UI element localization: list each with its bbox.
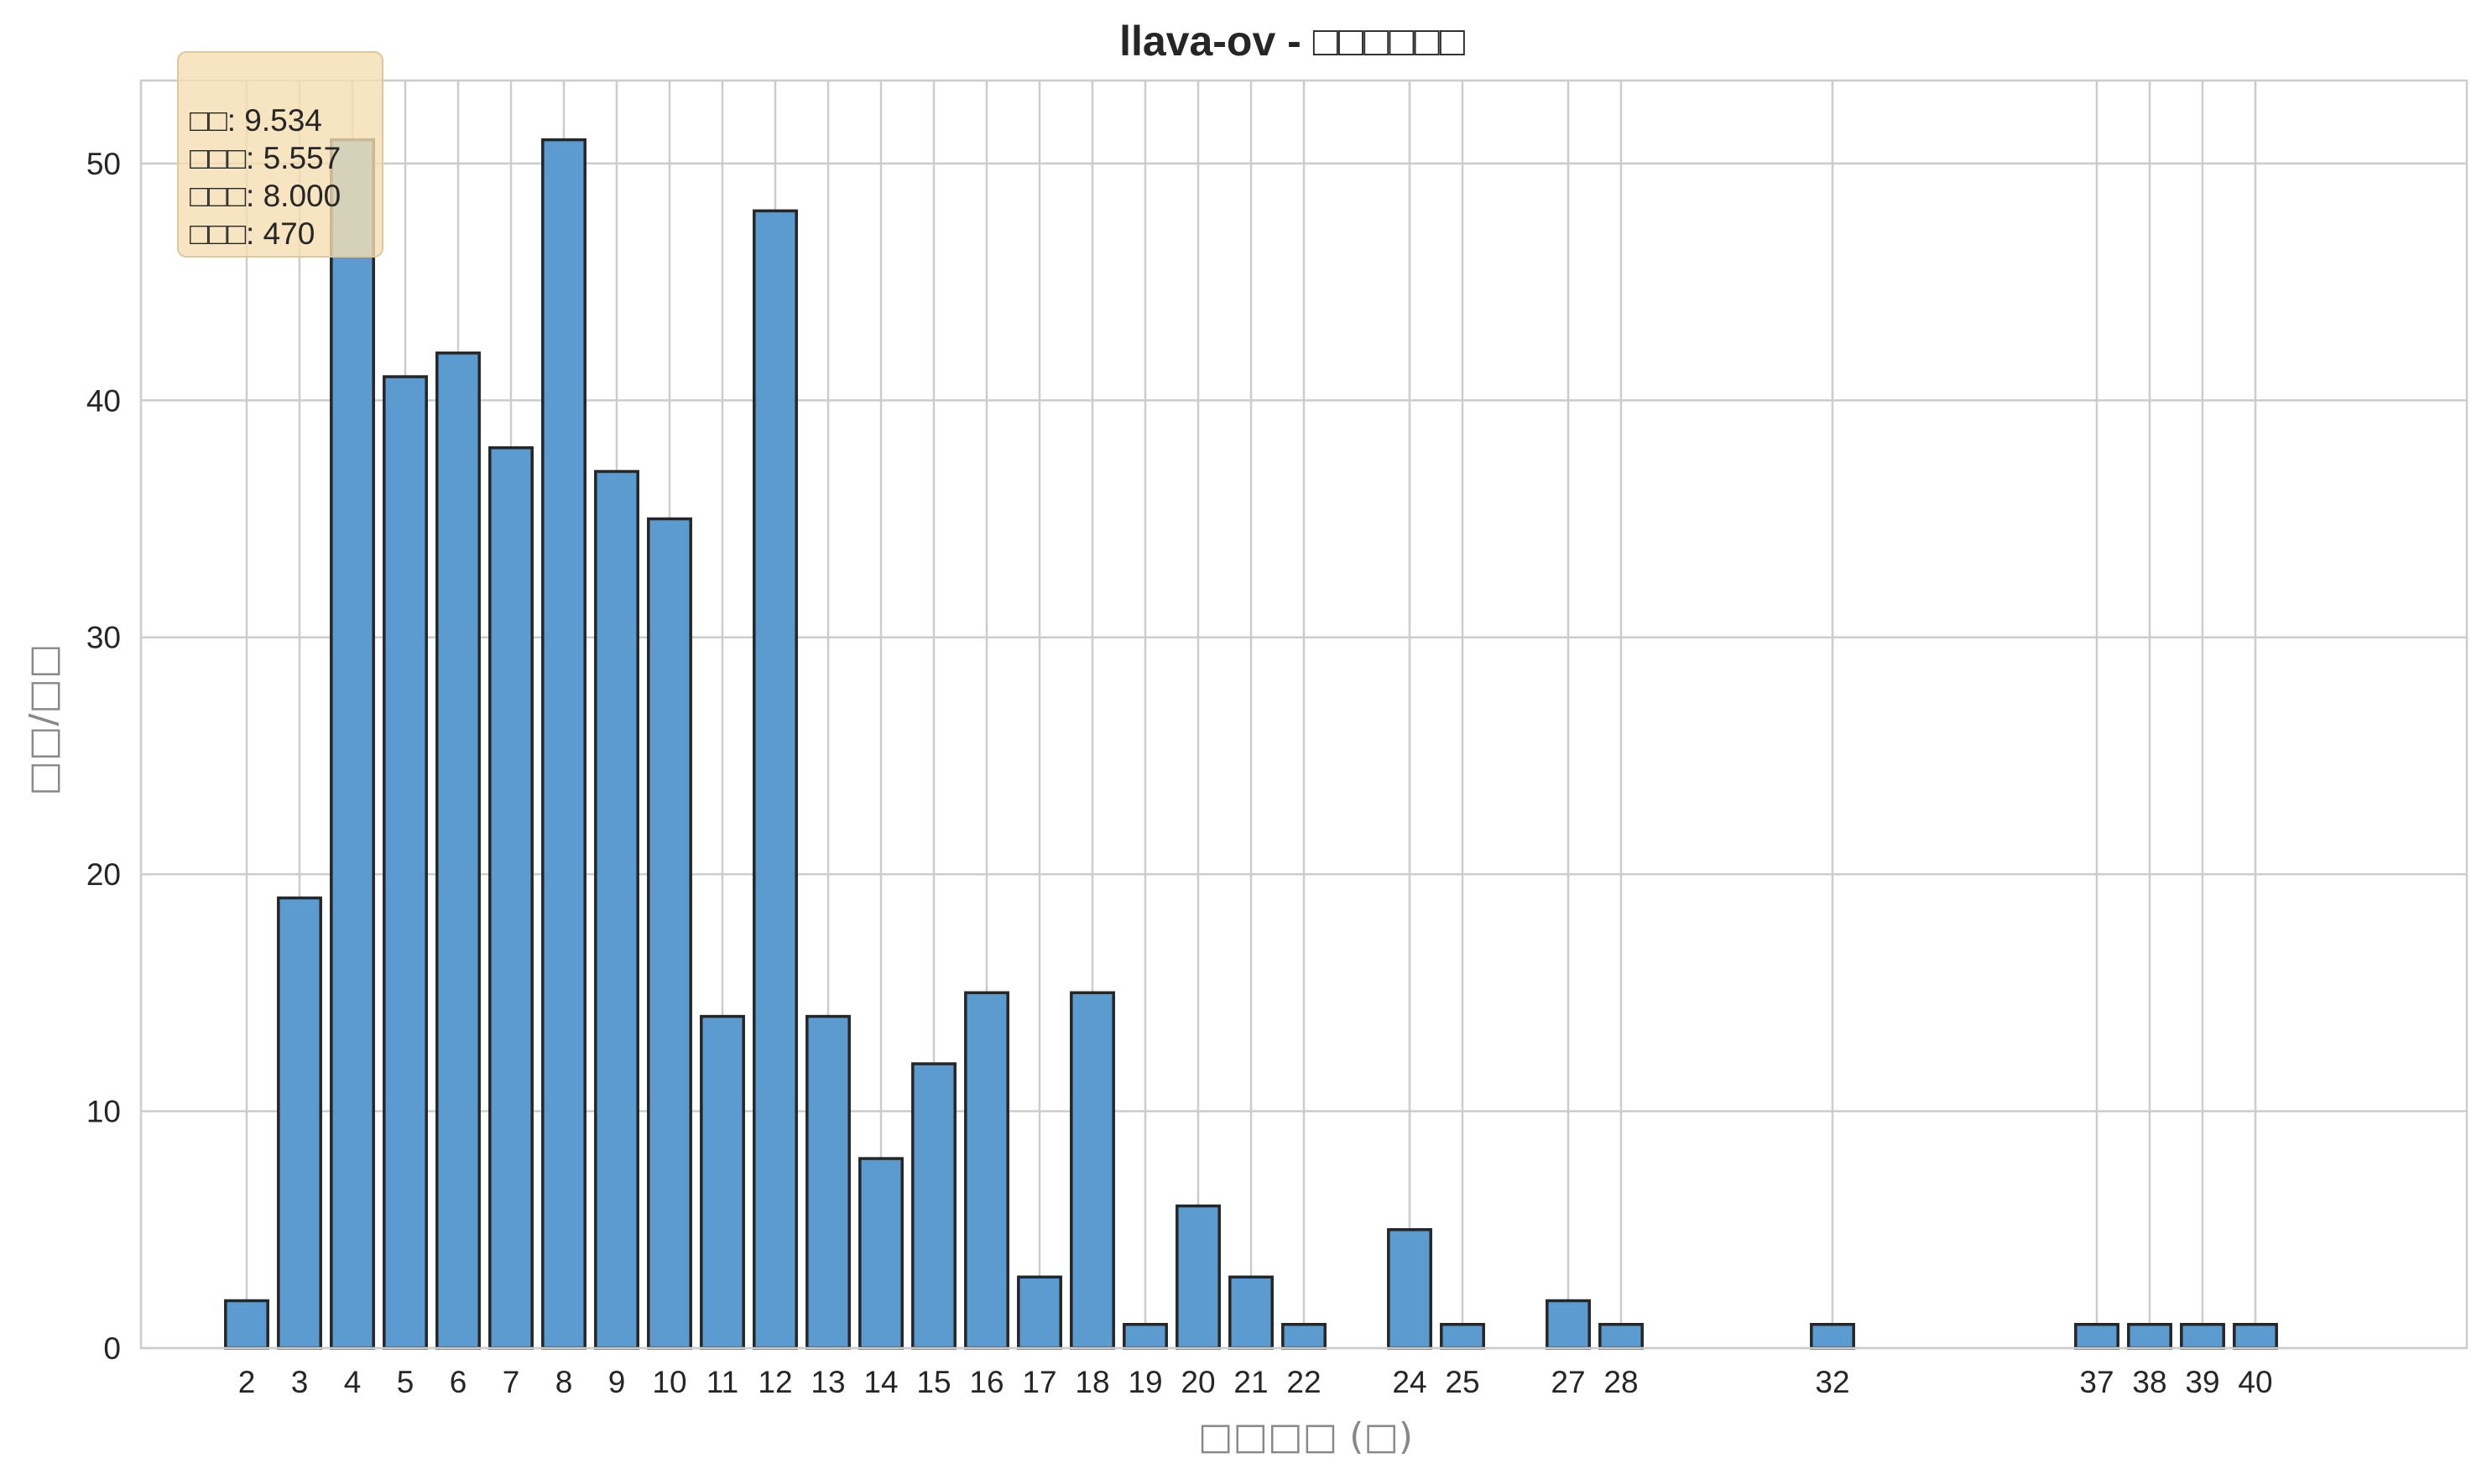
- plot-frame: [139, 79, 2469, 1350]
- bar: [1176, 1204, 1221, 1350]
- x-tick-label: 19: [1128, 1365, 1162, 1399]
- bar: [330, 138, 375, 1350]
- y-tick-label: 30: [86, 621, 121, 655]
- x-tick-label: 10: [652, 1365, 686, 1399]
- bar: [224, 1299, 269, 1350]
- bar: [435, 351, 481, 1350]
- bar: [911, 1062, 957, 1350]
- x-tick-label: 2: [238, 1365, 256, 1399]
- bar: [1070, 991, 1115, 1350]
- x-tick-label: 20: [1181, 1365, 1215, 1399]
- x-tick-labels: 2 3 4 5 6 7 8 9 10 11 12 13 14 15 16 17 18 19 20 21 22 24 25 27…: [238, 1365, 2273, 1399]
- x-tick-label: 12: [758, 1365, 792, 1399]
- x-tick-label: 16: [969, 1365, 1004, 1399]
- bar: [805, 1014, 851, 1350]
- bar: [1281, 1323, 1327, 1350]
- bar: [700, 1014, 745, 1350]
- x-tick-label: 38: [2132, 1365, 2166, 1399]
- bar: [2127, 1323, 2172, 1350]
- x-tick-label: 6: [450, 1365, 467, 1399]
- bar: [594, 470, 639, 1350]
- x-tick-label: 9: [608, 1365, 626, 1399]
- stats-box-background: [177, 51, 383, 258]
- bar: [488, 446, 534, 1350]
- x-tick-label: 28: [1603, 1365, 1638, 1399]
- x-tick-label: 22: [1286, 1365, 1321, 1399]
- bar: [964, 991, 1009, 1350]
- stats-line-std: □□□: 5.557: [190, 141, 341, 175]
- bar: [1387, 1228, 1432, 1350]
- x-tick-label: 21: [1233, 1365, 1268, 1399]
- bar: [2180, 1323, 2225, 1350]
- y-tick-label: 20: [86, 857, 121, 892]
- x-tick-label: 3: [291, 1365, 309, 1399]
- bar: [1810, 1323, 1855, 1350]
- x-tick-label: 13: [811, 1365, 845, 1399]
- x-tick-label: 5: [397, 1365, 414, 1399]
- y-tick-label: 0: [103, 1331, 121, 1366]
- x-tick-label: 24: [1392, 1365, 1426, 1399]
- x-tick-label: 7: [503, 1365, 520, 1399]
- stats-line-mean: □□: 9.534: [190, 103, 322, 138]
- y-tick-label: 40: [86, 383, 121, 418]
- chart-title: llava-ov - □□□□□□: [1119, 18, 1466, 65]
- bar: [647, 517, 692, 1350]
- x-tick-label: 15: [916, 1365, 951, 1399]
- x-tick-label: 39: [2185, 1365, 2219, 1399]
- bar: [1017, 1275, 1062, 1350]
- y-tick-label: 50: [86, 147, 121, 181]
- y-tick-labels: 0 10 20 30 40 50: [86, 147, 121, 1366]
- x-tick-label: 40: [2238, 1365, 2272, 1399]
- bar: [1228, 1275, 1274, 1350]
- bar: [383, 375, 428, 1350]
- x-tick-label: 27: [1551, 1365, 1585, 1399]
- bar: [2233, 1323, 2278, 1350]
- bars: [224, 138, 2278, 1350]
- y-tick-label: 10: [86, 1095, 121, 1129]
- bar: [2074, 1323, 2119, 1350]
- bar: [753, 209, 798, 1350]
- bar: [1546, 1299, 1591, 1350]
- bar: [1123, 1323, 1168, 1350]
- x-tick-label: 18: [1075, 1365, 1109, 1399]
- x-tick-label: 32: [1815, 1365, 1849, 1399]
- x-tick-label: 8: [555, 1365, 573, 1399]
- bar: [541, 138, 587, 1350]
- x-tick-label: 17: [1022, 1365, 1056, 1399]
- x-axis-title: □□□□ (□): [1198, 1415, 1413, 1458]
- x-tick-label: 14: [863, 1365, 898, 1399]
- y-axis-title: □□/□□: [22, 643, 65, 795]
- bar: [277, 896, 322, 1350]
- x-tick-label: 37: [2079, 1365, 2114, 1399]
- bar: [1440, 1323, 1485, 1350]
- stats-box: □□: 9.534 □□□: 5.557 □□□: 8.000 □□□: 470: [177, 51, 383, 258]
- bar: [858, 1157, 904, 1350]
- x-tick-label: 4: [344, 1365, 362, 1399]
- stats-line-median: □□□: 8.000: [190, 179, 341, 213]
- x-tick-label: 11: [706, 1365, 738, 1399]
- bar: [1598, 1323, 1644, 1350]
- stats-line-count: □□□: 470: [190, 216, 315, 251]
- x-tick-label: 25: [1445, 1365, 1479, 1399]
